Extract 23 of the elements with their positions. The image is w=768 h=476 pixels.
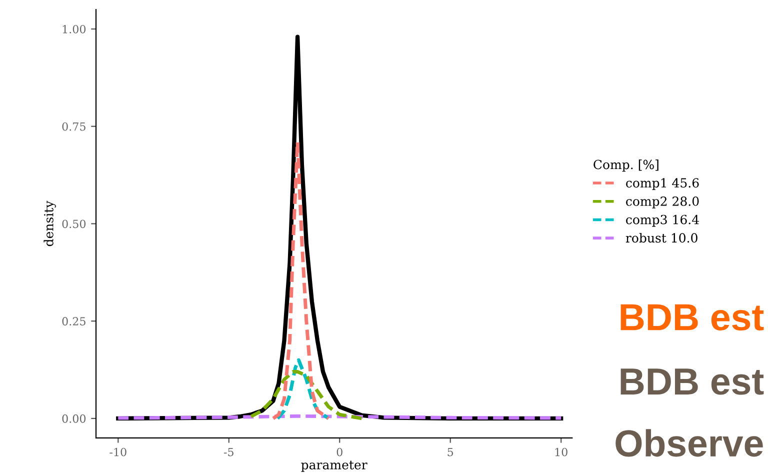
y-tick-label: 0.00 bbox=[62, 414, 86, 423]
text: Observe bbox=[616, 429, 763, 457]
text: BDB est bbox=[620, 368, 764, 395]
legend-label: comp2 28.0 bbox=[626, 196, 699, 208]
line-series bbox=[276, 358, 330, 420]
legend-label: comp1 45.6 bbox=[626, 178, 699, 190]
x-tick-label: 0 bbox=[336, 448, 342, 456]
y-tick-label: 0.50 bbox=[62, 220, 86, 228]
y-tick-label: 1.00 bbox=[62, 24, 86, 34]
legend-title: Comp. [%] bbox=[594, 160, 658, 172]
x-tick-label: -5 bbox=[224, 448, 234, 456]
legend-label: robust 10.0 bbox=[626, 232, 698, 243]
line-series bbox=[271, 140, 330, 420]
line-series bbox=[249, 370, 364, 420]
x-tick-label: -10 bbox=[110, 448, 126, 456]
x-tick-label: 5 bbox=[448, 448, 454, 456]
x-tick-label: 10 bbox=[555, 448, 568, 456]
y-tick-label: 0.75 bbox=[62, 122, 86, 131]
x-axis-title: parameter bbox=[301, 460, 368, 472]
y-axis-title: density bbox=[44, 200, 56, 246]
legend-label: comp3 16.4 bbox=[626, 214, 699, 227]
y-tick-label: 0.25 bbox=[62, 317, 86, 326]
text: BDB est bbox=[620, 304, 764, 331]
